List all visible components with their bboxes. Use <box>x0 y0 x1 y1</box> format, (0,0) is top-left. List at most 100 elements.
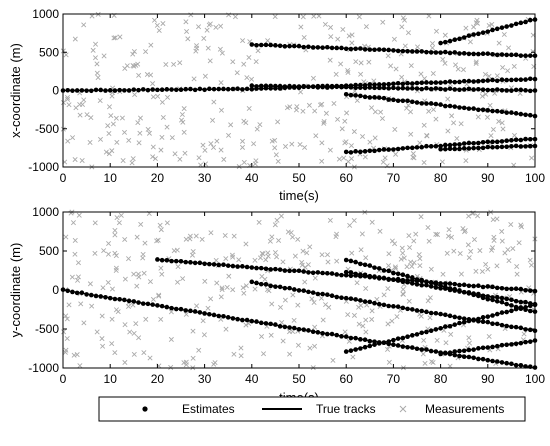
estimate-point <box>466 283 472 289</box>
estimate-point <box>419 101 425 106</box>
measurement-marker <box>380 19 386 25</box>
measurement-marker <box>418 214 424 220</box>
estimate-point <box>428 280 434 286</box>
measurement-marker <box>282 143 289 149</box>
estimate-point <box>315 85 321 90</box>
measurement-marker <box>109 148 115 154</box>
measurement-marker <box>185 36 191 42</box>
estimate-point <box>395 48 401 54</box>
estimate-point <box>376 147 382 153</box>
estimate-point <box>527 327 533 333</box>
estimate-point <box>372 265 377 270</box>
measurement-marker <box>424 132 430 138</box>
estimate-point <box>466 106 472 111</box>
measurement-marker <box>256 219 262 225</box>
estimate-point <box>509 324 514 330</box>
estimate-point <box>254 84 259 89</box>
measurement-marker <box>219 50 225 56</box>
measurement-marker <box>155 237 161 243</box>
measurement-marker <box>155 93 161 99</box>
estimate-point <box>263 321 269 326</box>
estimate-point <box>438 351 443 357</box>
estimate-point <box>391 85 396 91</box>
measurement-marker <box>158 227 164 233</box>
estimate-point <box>358 272 363 277</box>
measurement-marker <box>143 49 149 55</box>
measurement-marker <box>214 138 220 144</box>
estimate-point <box>244 264 250 270</box>
estimate-point <box>447 146 453 152</box>
estimate-point <box>329 293 335 298</box>
estimate-point <box>183 308 189 313</box>
estimate-point <box>263 42 269 48</box>
estimate-point <box>494 343 500 349</box>
estimate-point <box>518 20 524 26</box>
measurement-marker <box>99 313 105 319</box>
p1-x-tick-label: 70 <box>387 372 401 386</box>
measurement-marker <box>379 116 385 122</box>
estimate-point <box>504 342 509 348</box>
measurement-marker <box>418 313 424 319</box>
estimate-point <box>367 273 373 279</box>
measurement-marker <box>328 24 334 30</box>
measurement-marker <box>307 244 313 250</box>
measurement-marker <box>70 220 76 226</box>
measurement-marker <box>466 213 472 219</box>
measurement-marker <box>279 320 285 326</box>
measurement-marker <box>521 331 527 337</box>
estimate-point <box>249 318 255 324</box>
estimate-point <box>395 304 401 309</box>
measurement-marker <box>323 110 329 116</box>
p1-x-tick-label: 80 <box>434 372 448 386</box>
estimate-point <box>353 46 358 52</box>
measurement-marker <box>494 216 500 222</box>
estimate-point <box>325 44 330 50</box>
estimate-point <box>518 306 524 312</box>
measurement-marker <box>187 233 193 239</box>
estimate-point <box>254 42 259 48</box>
estimate-point <box>358 149 363 155</box>
estimate-point <box>480 107 486 113</box>
measurement-marker <box>135 61 141 67</box>
measurement-marker <box>335 36 341 42</box>
estimate-point <box>443 79 448 85</box>
estimate-point <box>258 83 264 89</box>
p0-x-axis-label: time(s) <box>279 188 319 203</box>
measurement-marker <box>101 248 107 254</box>
estimate-point <box>70 289 75 295</box>
estimate-point <box>471 283 476 289</box>
estimate-point <box>433 143 439 149</box>
estimate-point <box>386 268 391 274</box>
estimate-point <box>523 53 528 59</box>
estimate-point <box>513 306 519 312</box>
estimate-point <box>362 344 368 350</box>
p1-y-tick-label: 0 <box>52 283 59 297</box>
measurement-marker <box>119 115 125 121</box>
measurement-marker <box>145 126 151 132</box>
measurement-marker <box>194 43 200 49</box>
estimate-point <box>433 281 439 287</box>
estimate-point <box>419 86 425 92</box>
measurement-marker <box>500 65 506 71</box>
measurement-marker <box>129 160 135 166</box>
measurement-marker <box>363 24 369 30</box>
measurement-marker <box>455 66 461 72</box>
estimate-point <box>381 95 387 101</box>
estimate-point <box>504 138 509 144</box>
estimate-point <box>409 345 415 350</box>
estimate-point <box>249 83 255 88</box>
estimate-point <box>183 86 189 92</box>
estimate-point <box>466 290 472 295</box>
measurement-marker <box>479 93 485 99</box>
estimate-point <box>504 296 509 302</box>
p1-estimates-track-4 <box>343 269 538 307</box>
measurement-marker <box>363 317 369 323</box>
measurement-marker <box>411 238 417 244</box>
estimate-point <box>405 145 410 151</box>
measurement-marker <box>238 353 244 359</box>
estimate-point <box>339 272 344 278</box>
estimate-point <box>122 297 127 303</box>
measurement-marker <box>193 233 199 239</box>
estimate-point <box>263 83 269 89</box>
measurement-marker <box>371 78 377 84</box>
